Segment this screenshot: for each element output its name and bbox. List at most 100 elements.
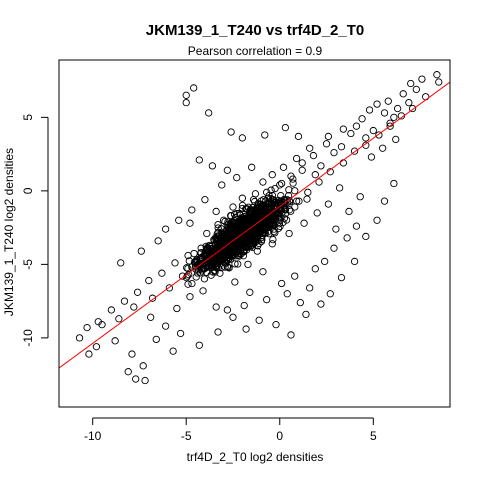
data-point [239, 224, 247, 232]
data-point [259, 178, 267, 186]
data-point [306, 284, 314, 292]
data-point [120, 297, 129, 305]
y-tick-label: -5 [21, 259, 35, 270]
data-point [183, 264, 191, 272]
data-point [238, 194, 246, 202]
data-point [173, 304, 181, 313]
data-point [268, 171, 276, 179]
data-point [373, 216, 381, 224]
data-point [128, 350, 136, 358]
data-point [165, 284, 174, 292]
data-point [198, 261, 206, 269]
data-point [212, 303, 220, 311]
data-point [182, 98, 190, 107]
data-point [350, 257, 359, 266]
data-point [139, 362, 147, 370]
data-point [261, 131, 269, 139]
data-point [75, 334, 84, 342]
data-point [204, 247, 212, 256]
data-point [311, 265, 319, 273]
data-point [137, 247, 145, 255]
data-point [435, 78, 443, 86]
data-point [195, 341, 203, 349]
data-point [365, 106, 374, 114]
data-point [239, 252, 248, 260]
data-point [317, 162, 325, 170]
data-point [186, 293, 194, 301]
chart-title: JKM139_1_T240 vs trf4D_2_T0 [146, 22, 364, 39]
data-point [176, 329, 185, 338]
data-point [218, 252, 227, 260]
data-point [271, 184, 279, 193]
data-point [255, 316, 263, 324]
data-point [311, 171, 319, 179]
data-point [182, 91, 190, 99]
data-point [208, 162, 217, 170]
data-point [238, 201, 247, 210]
data-point [326, 290, 334, 298]
data-point [246, 224, 255, 232]
data-point [296, 298, 304, 307]
data-point [322, 140, 331, 148]
y-axis: -10 -5 0 5 [21, 114, 49, 347]
data-point [234, 260, 242, 268]
data-point [352, 122, 361, 130]
data-point [386, 122, 394, 130]
data-point [92, 343, 101, 351]
data-point [347, 129, 355, 138]
data-point [285, 206, 294, 214]
data-point [375, 131, 383, 139]
data-point [264, 194, 272, 202]
data-point [405, 98, 413, 107]
data-point [249, 196, 258, 204]
data-point [184, 280, 192, 288]
data-point [268, 195, 277, 204]
data-point [205, 109, 213, 117]
data-point [197, 253, 206, 262]
data-point [195, 156, 203, 164]
x-tick-label: 5 [370, 429, 377, 443]
data-point [289, 179, 297, 187]
plot-frame [58, 59, 451, 408]
data-point [306, 144, 314, 152]
data-point [343, 234, 351, 242]
data-point [362, 232, 370, 241]
data-point [184, 264, 192, 273]
data-point [85, 350, 93, 358]
data-point [248, 163, 256, 171]
data-point [263, 296, 271, 304]
data-point [227, 128, 235, 136]
data-point [223, 306, 232, 314]
data-point [83, 323, 91, 332]
data-point [229, 203, 237, 211]
data-point [287, 172, 295, 180]
data-point [271, 229, 279, 237]
data-point [246, 288, 254, 296]
data-point [130, 303, 138, 311]
data-point [407, 79, 415, 88]
data-point [246, 210, 255, 218]
data-point [223, 166, 232, 174]
data-point [266, 216, 275, 225]
data-point [292, 154, 301, 163]
data-point [285, 186, 293, 194]
data-point [240, 301, 248, 310]
data-point [244, 260, 252, 269]
data-point [246, 206, 254, 214]
data-point [240, 239, 248, 247]
data-point [190, 249, 198, 258]
y-tick-label: -10 [21, 329, 35, 347]
data-point [107, 306, 116, 314]
data-point [152, 335, 160, 344]
data-point [193, 269, 202, 277]
data-point [287, 331, 295, 339]
data-point [279, 163, 288, 171]
data-point [147, 313, 155, 321]
data-point [225, 231, 234, 239]
data-point [298, 166, 306, 174]
data-point [300, 219, 308, 227]
data-point [219, 216, 228, 224]
data-point [205, 262, 213, 270]
data-point [315, 178, 323, 186]
data-point [212, 207, 220, 216]
